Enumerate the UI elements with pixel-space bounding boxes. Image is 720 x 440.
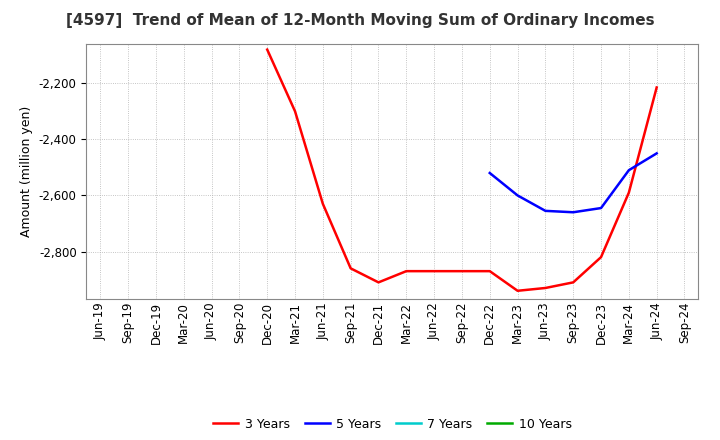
Line: 5 Years: 5 Years	[490, 154, 657, 212]
5 Years	[485, 170, 494, 176]
3 Years	[624, 190, 633, 195]
3 Years	[430, 268, 438, 274]
3 Years	[569, 280, 577, 285]
5 Years	[513, 193, 522, 198]
5 Years	[652, 151, 661, 156]
3 Years	[597, 254, 606, 260]
3 Years	[458, 268, 467, 274]
3 Years	[513, 288, 522, 293]
5 Years	[624, 168, 633, 173]
5 Years	[541, 208, 550, 213]
Text: [4597]  Trend of Mean of 12-Month Moving Sum of Ordinary Incomes: [4597] Trend of Mean of 12-Month Moving …	[66, 13, 654, 28]
3 Years	[541, 286, 550, 291]
3 Years	[374, 280, 383, 285]
3 Years	[263, 47, 271, 52]
3 Years	[485, 268, 494, 274]
3 Years	[652, 85, 661, 90]
5 Years	[569, 209, 577, 215]
Line: 3 Years: 3 Years	[267, 50, 657, 291]
Y-axis label: Amount (million yen): Amount (million yen)	[20, 106, 33, 237]
3 Years	[318, 201, 327, 206]
3 Years	[346, 266, 355, 271]
Legend: 3 Years, 5 Years, 7 Years, 10 Years: 3 Years, 5 Years, 7 Years, 10 Years	[208, 413, 577, 436]
3 Years	[402, 268, 410, 274]
5 Years	[597, 205, 606, 211]
3 Years	[291, 109, 300, 114]
